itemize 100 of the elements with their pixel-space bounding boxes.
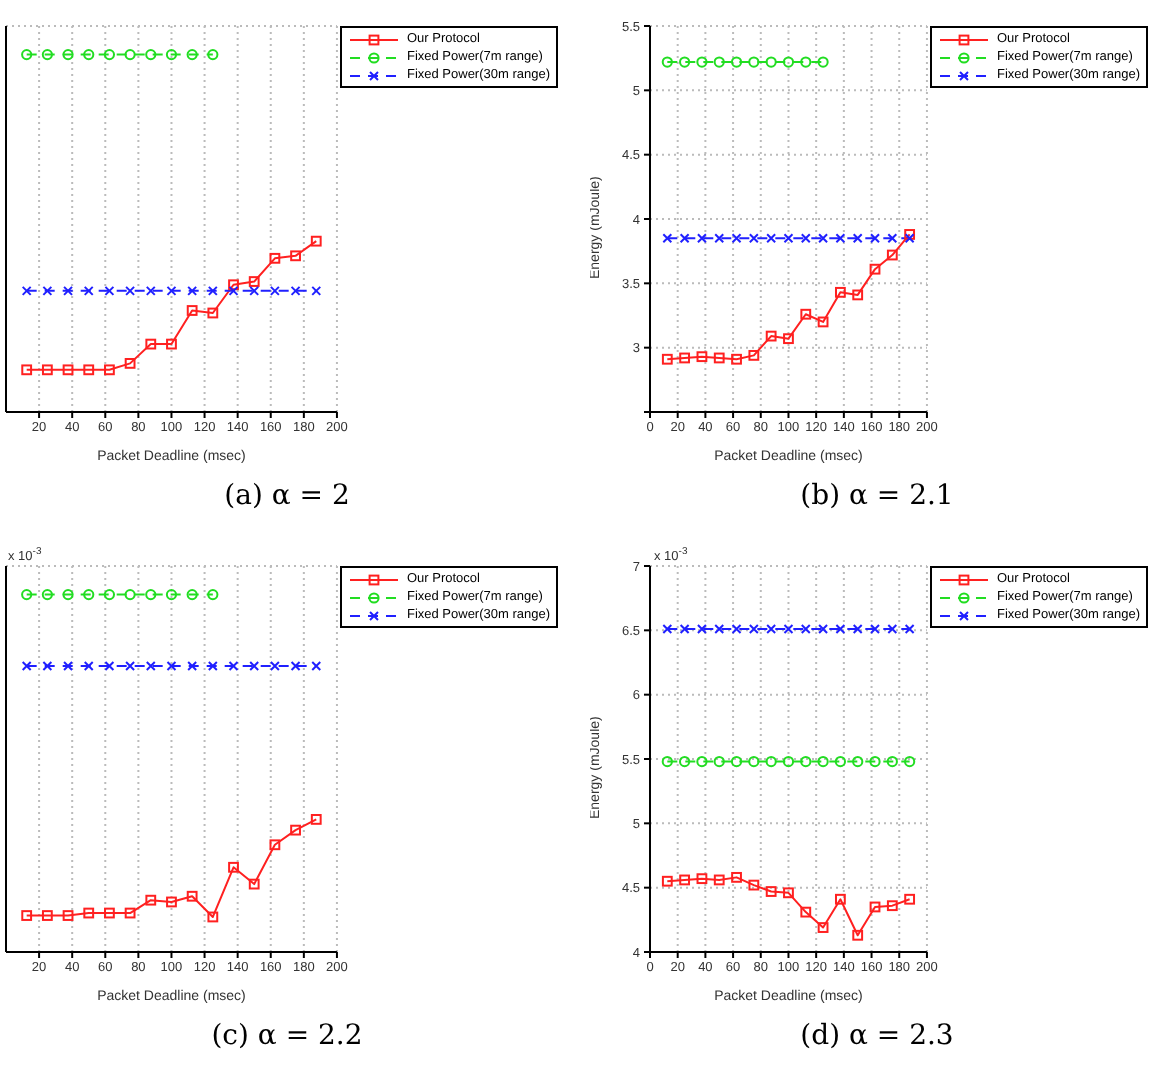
point bbox=[748, 56, 760, 68]
point bbox=[145, 285, 156, 296]
point bbox=[310, 235, 322, 247]
point bbox=[125, 661, 136, 672]
point bbox=[662, 624, 673, 635]
point bbox=[125, 285, 136, 296]
point bbox=[21, 588, 33, 601]
point bbox=[731, 233, 742, 244]
point bbox=[21, 661, 32, 672]
point bbox=[714, 233, 725, 244]
point bbox=[731, 353, 742, 365]
text: (d) α = 2.3 bbox=[798, 1020, 956, 1052]
point bbox=[165, 588, 178, 601]
point bbox=[310, 814, 322, 825]
point bbox=[42, 661, 53, 672]
point bbox=[713, 352, 725, 364]
point bbox=[817, 922, 829, 933]
point bbox=[269, 661, 280, 672]
point bbox=[696, 873, 708, 885]
point bbox=[748, 233, 759, 244]
point bbox=[835, 233, 846, 244]
point bbox=[886, 755, 898, 768]
point bbox=[870, 233, 881, 244]
point bbox=[124, 907, 136, 919]
point bbox=[83, 285, 94, 296]
point bbox=[817, 316, 829, 328]
point bbox=[869, 263, 881, 275]
point bbox=[62, 48, 74, 61]
text: (c) α = 2.2 bbox=[209, 1020, 365, 1052]
point bbox=[870, 624, 881, 635]
point bbox=[42, 285, 53, 296]
point bbox=[41, 588, 53, 601]
point bbox=[800, 755, 812, 768]
point bbox=[41, 48, 53, 61]
point bbox=[765, 56, 777, 68]
point bbox=[186, 588, 198, 601]
point bbox=[766, 624, 777, 635]
point bbox=[166, 285, 177, 296]
point bbox=[83, 907, 95, 919]
point bbox=[748, 349, 760, 361]
point bbox=[713, 755, 725, 768]
point bbox=[783, 624, 794, 635]
point bbox=[228, 861, 239, 873]
point bbox=[166, 338, 177, 350]
point bbox=[782, 755, 795, 768]
point bbox=[869, 755, 881, 768]
point bbox=[904, 624, 915, 635]
point bbox=[696, 755, 708, 768]
point bbox=[104, 661, 115, 672]
point bbox=[145, 588, 157, 601]
point bbox=[207, 307, 219, 319]
point bbox=[765, 886, 777, 897]
point bbox=[696, 351, 708, 363]
point bbox=[63, 285, 74, 296]
point bbox=[62, 910, 74, 921]
point bbox=[887, 624, 898, 635]
point bbox=[766, 233, 777, 244]
point bbox=[186, 48, 198, 61]
point bbox=[818, 624, 829, 635]
point bbox=[311, 285, 322, 296]
point bbox=[145, 661, 156, 672]
point bbox=[765, 755, 777, 768]
point bbox=[248, 878, 260, 890]
point bbox=[269, 285, 280, 296]
point bbox=[904, 755, 916, 768]
point bbox=[679, 755, 691, 768]
point bbox=[800, 906, 812, 918]
point bbox=[104, 364, 115, 376]
point bbox=[186, 890, 198, 902]
point bbox=[21, 910, 33, 921]
point bbox=[696, 233, 707, 244]
point bbox=[83, 588, 95, 601]
point bbox=[679, 352, 691, 364]
point bbox=[748, 879, 760, 891]
point bbox=[124, 588, 136, 601]
point bbox=[41, 364, 53, 376]
point bbox=[731, 624, 742, 635]
point bbox=[765, 330, 777, 342]
point bbox=[83, 661, 94, 672]
point bbox=[886, 900, 898, 912]
point bbox=[713, 874, 725, 886]
point bbox=[679, 233, 690, 244]
point bbox=[290, 250, 301, 262]
point bbox=[661, 56, 673, 68]
point bbox=[145, 894, 157, 906]
point bbox=[714, 624, 725, 635]
point bbox=[104, 907, 115, 919]
point bbox=[83, 364, 95, 376]
point bbox=[869, 901, 881, 913]
point bbox=[748, 755, 760, 768]
point bbox=[145, 48, 157, 61]
point bbox=[834, 286, 846, 298]
point bbox=[249, 285, 260, 296]
point bbox=[696, 56, 708, 68]
text: (a) α = 2 bbox=[222, 480, 352, 512]
point bbox=[21, 48, 33, 61]
point bbox=[207, 661, 218, 672]
point bbox=[103, 48, 116, 61]
point bbox=[817, 56, 829, 68]
point bbox=[661, 755, 673, 768]
